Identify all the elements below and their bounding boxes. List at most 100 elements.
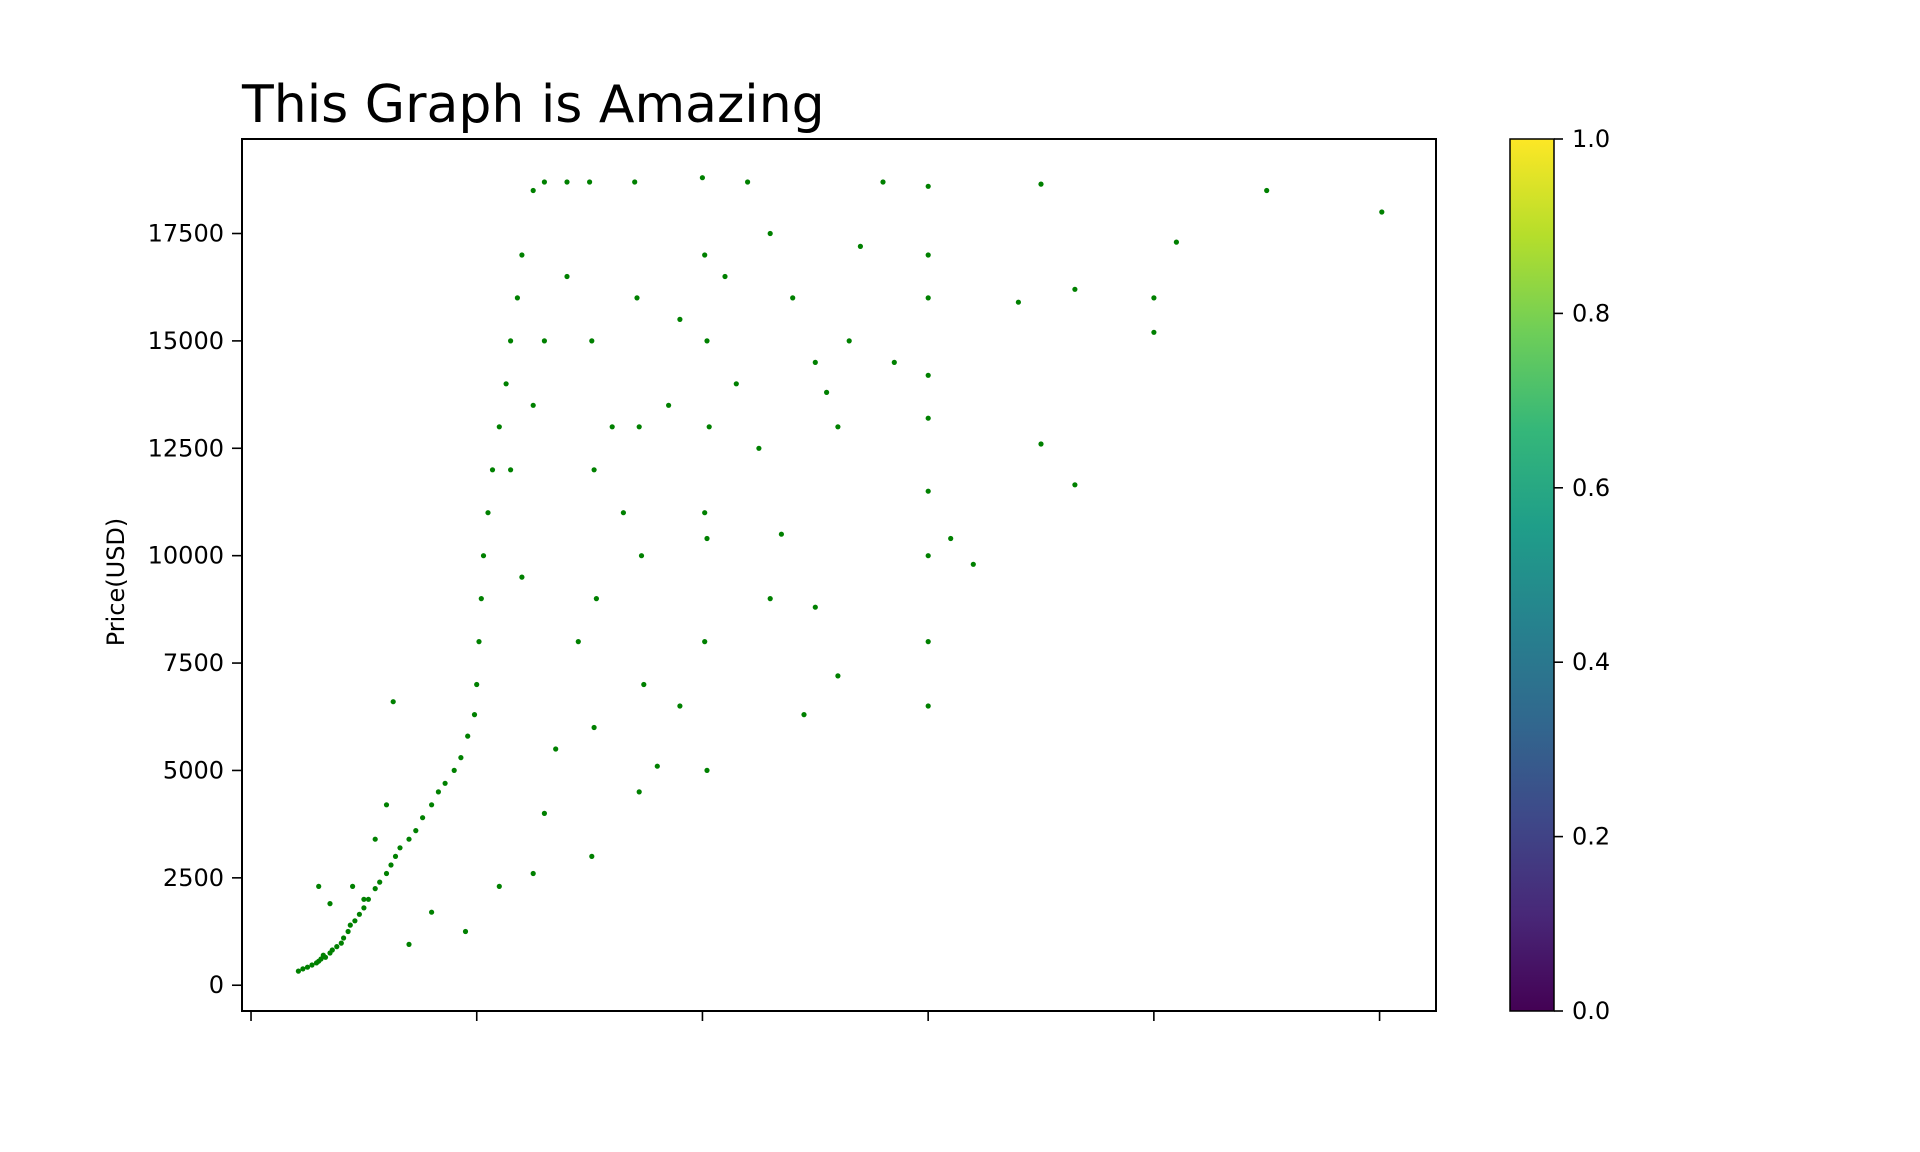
scatter-point xyxy=(530,187,536,194)
scatter-point xyxy=(420,815,426,821)
scatter-point xyxy=(733,381,739,387)
y-tick-label: 15000 xyxy=(148,327,224,355)
scatter-point xyxy=(530,870,536,877)
scatter-point xyxy=(329,947,335,953)
scatter-point xyxy=(1151,329,1157,335)
scatter-point xyxy=(361,905,367,911)
scatter-point xyxy=(553,746,559,752)
scatter-point xyxy=(1072,286,1078,292)
scatter-point xyxy=(496,424,502,430)
scatter-point xyxy=(465,733,471,739)
scatter-point xyxy=(304,964,311,970)
scatter-point xyxy=(478,596,484,602)
scatter-point xyxy=(702,510,708,516)
scatter-point xyxy=(541,338,548,344)
y-tick-label: 5000 xyxy=(163,756,224,784)
scatter-point xyxy=(345,928,351,935)
scatter-point xyxy=(1379,209,1385,215)
scatter-point xyxy=(593,596,600,602)
scatter-point xyxy=(564,179,570,185)
scatter-point xyxy=(636,789,642,795)
scatter-point xyxy=(334,944,340,950)
scatter-point xyxy=(392,853,399,860)
scatter-point xyxy=(485,510,491,516)
y-tick-label: 2500 xyxy=(163,864,224,892)
scatter-point xyxy=(948,535,954,542)
scatter-point xyxy=(812,359,818,365)
scatter-point xyxy=(383,802,390,808)
scatter-point xyxy=(591,467,597,473)
scatter-point xyxy=(634,295,640,301)
colorbar-tick-label: 0.6 xyxy=(1572,474,1610,502)
scatter-point xyxy=(1038,441,1044,447)
scatter-point xyxy=(1038,181,1044,187)
y-axis-label: Price(USD) xyxy=(102,518,130,647)
scatter-point xyxy=(1151,295,1157,301)
colorbar-tick-label: 0.4 xyxy=(1572,648,1610,676)
scatter-point xyxy=(812,604,818,610)
scatter-point xyxy=(413,828,419,834)
scatter-point xyxy=(397,845,403,851)
scatter-point xyxy=(589,853,595,860)
colorbar-tick-label: 1.0 xyxy=(1572,125,1610,153)
scatter-point xyxy=(925,252,931,258)
scatter-point xyxy=(458,755,464,761)
scatter-point xyxy=(476,639,482,645)
scatter-points xyxy=(295,175,1385,974)
scatter-point xyxy=(474,681,480,688)
scatter-point xyxy=(587,179,593,185)
scatter-point xyxy=(365,896,371,902)
colorbar xyxy=(1509,138,1555,1012)
scatter-point xyxy=(429,802,435,808)
scatter-point xyxy=(638,553,645,559)
scatter-point xyxy=(442,780,448,786)
y-tick-label: 0 xyxy=(209,971,224,999)
scatter-point xyxy=(632,179,638,185)
scatter-point xyxy=(745,179,751,185)
scatter-point xyxy=(508,467,514,473)
scatter-point xyxy=(641,681,647,688)
scatter-point xyxy=(295,968,301,974)
axis-ticks: 0 2500 5000 7500 10000 12500 15000 17500 xyxy=(148,220,1381,1021)
scatter-point xyxy=(835,424,841,430)
scatter-point xyxy=(880,179,886,185)
scatter-point xyxy=(361,896,367,902)
scatter-point xyxy=(1072,482,1078,488)
scatter-point xyxy=(704,535,710,542)
scatter-point xyxy=(350,883,356,890)
scatter-point xyxy=(620,510,627,516)
scatter-point xyxy=(508,338,514,344)
y-tick-label: 7500 xyxy=(163,649,224,677)
scatter-point xyxy=(356,911,362,917)
scatter-point xyxy=(406,941,412,948)
scatter-point xyxy=(677,703,683,709)
scatter-point xyxy=(519,252,525,258)
scatter-point xyxy=(300,966,306,972)
y-tick-label: 10000 xyxy=(148,542,224,570)
scatter-point xyxy=(925,372,931,378)
scatter-point xyxy=(489,467,496,473)
scatter-point xyxy=(704,767,710,774)
scatter-point xyxy=(322,954,329,960)
scatter-point xyxy=(309,962,315,968)
scatter-point xyxy=(530,402,536,408)
scatter-point xyxy=(591,724,597,731)
scatter-point xyxy=(541,179,548,185)
scatter-point xyxy=(925,488,931,494)
scatter-point xyxy=(857,243,864,249)
scatter-point xyxy=(388,862,394,868)
scatter-point xyxy=(767,230,773,237)
scatter-point xyxy=(496,883,502,890)
scatter-point xyxy=(677,316,683,322)
scatter-point xyxy=(702,639,708,645)
scatter-point xyxy=(925,295,931,301)
scatter-point xyxy=(372,886,378,892)
scatter-point xyxy=(654,763,660,769)
scatter-point xyxy=(503,381,509,387)
scatter-point xyxy=(352,918,358,924)
scatter-point xyxy=(471,712,478,718)
plot-frame xyxy=(241,138,1437,1012)
colorbar-tick-label: 0.0 xyxy=(1572,997,1610,1025)
scatter-point xyxy=(666,402,672,408)
scatter-point xyxy=(435,789,441,795)
